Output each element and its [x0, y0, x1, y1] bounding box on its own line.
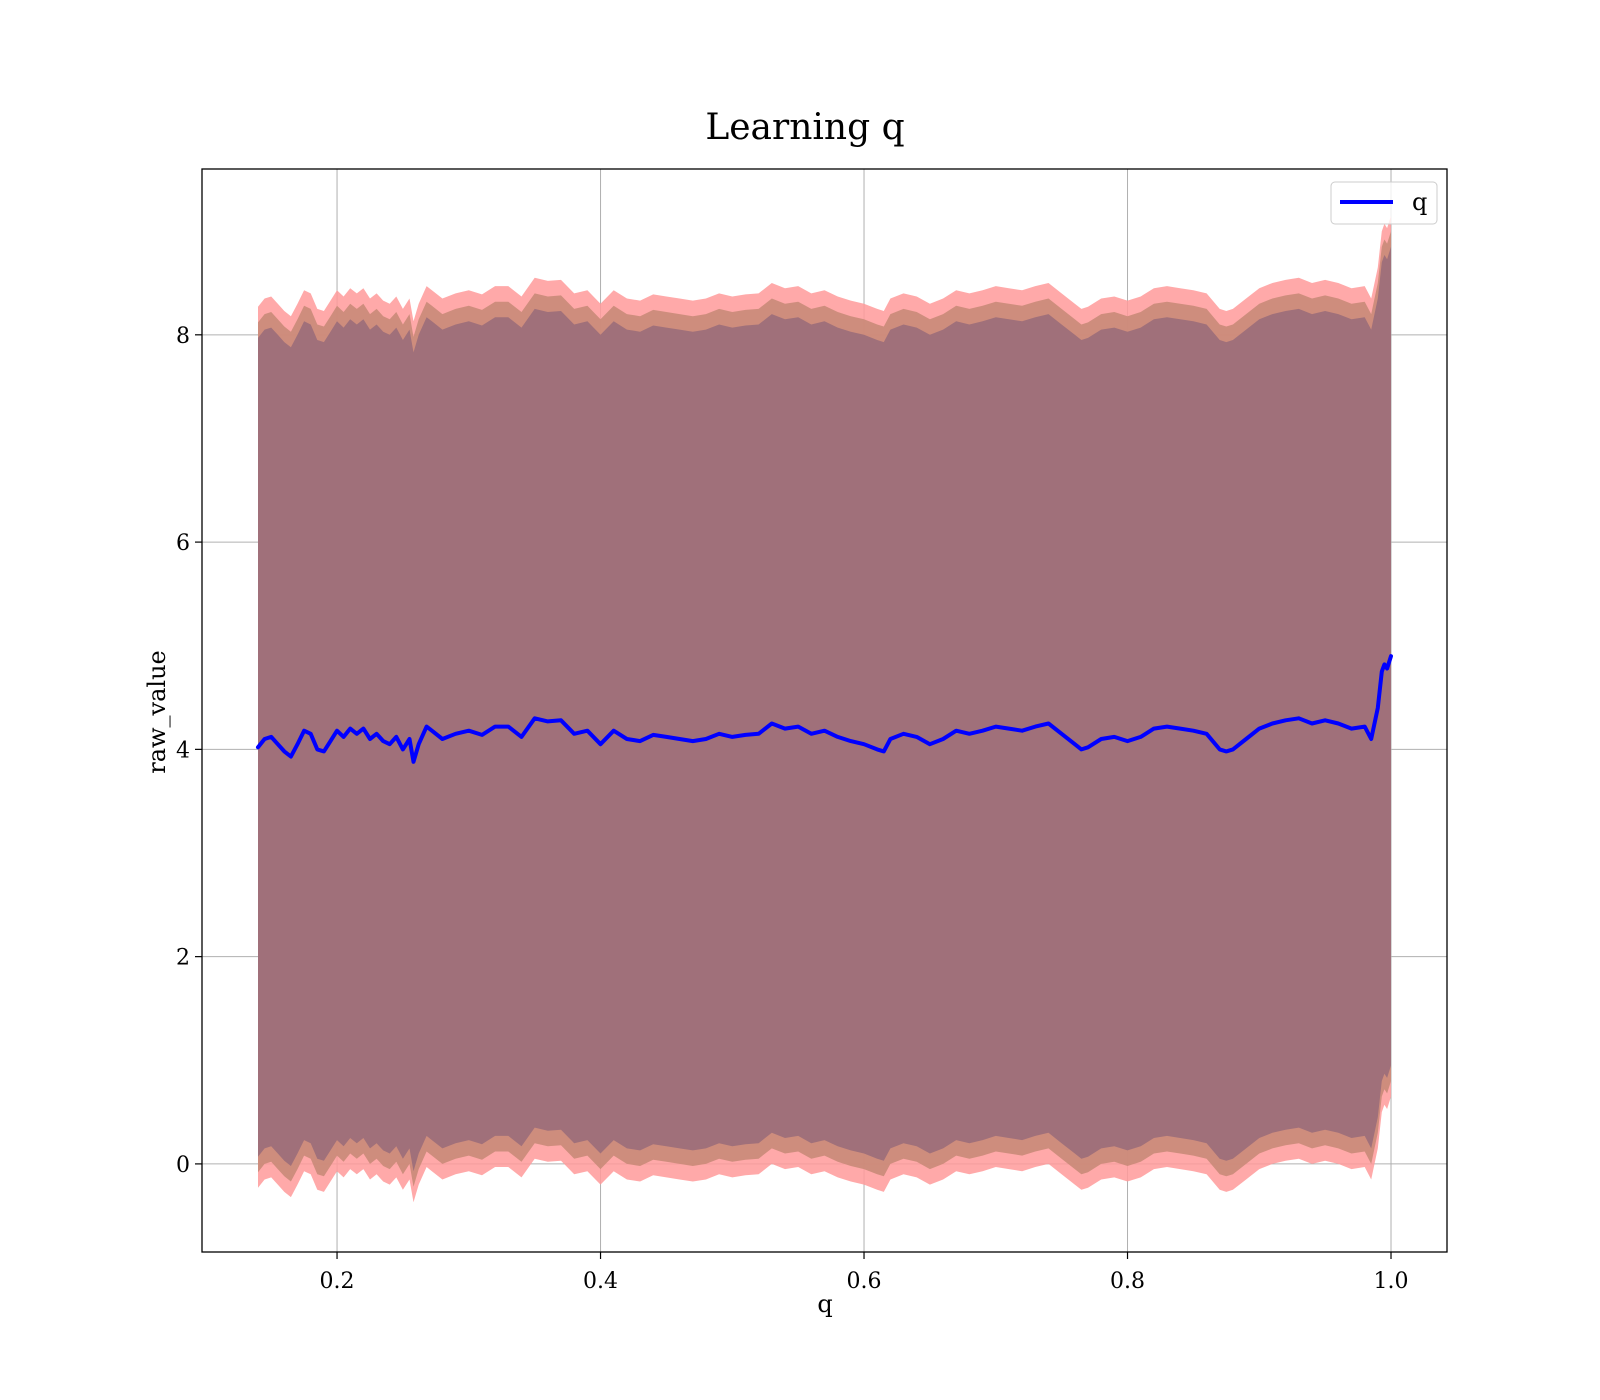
- y-tick-label: 6: [176, 531, 190, 556]
- x-tick-label: 0.4: [583, 1269, 618, 1294]
- x-axis-label: q: [817, 1290, 832, 1318]
- x-tick-label: 0.8: [1110, 1269, 1145, 1294]
- plot-frame: [201, 168, 1448, 1253]
- plot-area: [201, 168, 1448, 1253]
- series-lines: [256, 654, 1393, 764]
- y-axis-label: raw_value: [143, 650, 171, 774]
- x-tick-label: 0.2: [320, 1269, 355, 1294]
- uncertainty-bands: [258, 215, 1391, 1203]
- legend-label-q: q: [1412, 188, 1427, 216]
- x-axis-ticks: 0.2 0.4 0.6 0.8 1.0: [320, 1252, 1409, 1294]
- uncertainty-band-2: [258, 246, 1391, 1172]
- y-tick-label: 0: [176, 1153, 190, 1178]
- y-tick-label: 4: [176, 738, 190, 763]
- x-tick-label: 0.6: [847, 1269, 882, 1294]
- chart-title: Learning q: [705, 107, 904, 148]
- y-tick-label: 2: [176, 946, 190, 971]
- series-line-q: [256, 654, 1393, 764]
- y-axis-ticks: 0 2 4 6 8: [176, 324, 202, 1178]
- x-tick-label: 1.0: [1374, 1269, 1409, 1294]
- y-tick-label: 8: [176, 324, 190, 349]
- legend: q: [1330, 181, 1438, 225]
